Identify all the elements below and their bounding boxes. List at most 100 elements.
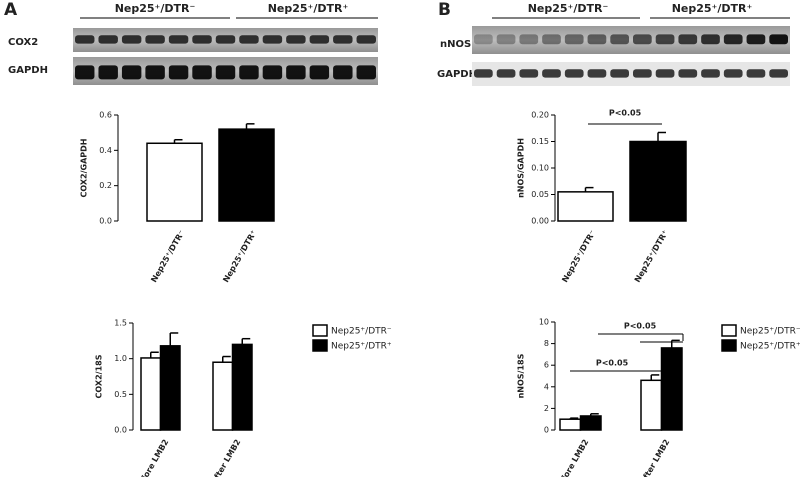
- x-tick-label: After LMB2: [638, 438, 671, 477]
- blot-band: [564, 69, 584, 78]
- blot-band: [496, 34, 516, 45]
- blot-label: COX2: [8, 37, 38, 48]
- panel-letter: A: [4, 0, 18, 20]
- bar: [159, 345, 181, 431]
- blot-band: [564, 34, 584, 45]
- y-axis-label: nNOS/18S: [517, 353, 526, 398]
- blot-band: [356, 65, 376, 80]
- blot-band: [215, 35, 236, 44]
- group-header: Nep25⁺/DTR⁺: [672, 2, 753, 15]
- blot-band: [356, 35, 376, 44]
- y-tick-label: 0.4: [99, 146, 112, 155]
- bar: [559, 418, 582, 431]
- bar: [231, 343, 253, 431]
- bar: [140, 357, 162, 431]
- y-tick-label: 0: [544, 426, 549, 435]
- bar: [629, 140, 687, 222]
- blot-band: [542, 69, 561, 78]
- y-axis-label: COX2/18S: [95, 354, 104, 398]
- blot-band: [519, 69, 539, 78]
- legend-label: Nep25⁺/DTR⁻: [740, 327, 800, 337]
- panel-letter: B: [438, 0, 451, 20]
- annotation: P<0.05: [596, 359, 629, 368]
- y-tick-label: 0.2: [99, 181, 112, 190]
- blot-band: [286, 35, 306, 44]
- blot-band: [145, 65, 165, 80]
- blot-label: GAPDH: [8, 65, 48, 76]
- blot-band: [333, 35, 353, 44]
- blot-band: [239, 65, 259, 80]
- y-tick-label: 10: [539, 318, 549, 327]
- blot-label: GAPDH: [437, 69, 477, 80]
- blot-band: [98, 35, 118, 44]
- legend-swatch: [721, 339, 737, 352]
- bar: [557, 191, 614, 222]
- group-header: Nep25⁺/DTR⁻: [115, 2, 196, 15]
- legend-label: Nep25⁺/DTR⁻: [331, 327, 392, 337]
- blot-band: [474, 34, 493, 45]
- y-tick-label: 0.00: [531, 217, 549, 226]
- x-tick-label: Nep25⁺/DTR⁺: [221, 229, 258, 284]
- blot-band: [239, 35, 259, 44]
- legend-label: Nep25⁺/DTR⁺: [331, 342, 392, 352]
- blot-band: [333, 65, 353, 80]
- blot-band: [145, 35, 165, 44]
- blot-band: [474, 69, 493, 78]
- blot-band: [678, 34, 698, 45]
- legend-swatch: [312, 324, 328, 337]
- blot-band: [309, 65, 330, 80]
- x-tick-label: Nep25⁺/DTR⁻: [560, 229, 597, 284]
- blot-band: [678, 69, 698, 78]
- blot-band: [723, 69, 743, 78]
- blot-band: [587, 69, 607, 78]
- y-tick-label: 4: [544, 382, 549, 391]
- blot-band: [309, 35, 330, 44]
- blot-band: [121, 35, 142, 44]
- blot-images: [73, 26, 790, 86]
- y-tick-label: 0.5: [114, 390, 127, 399]
- y-tick-label: 0.05: [531, 190, 549, 199]
- blot-band: [723, 34, 743, 45]
- blot-band: [98, 65, 118, 80]
- blot-band: [655, 69, 675, 78]
- blot-band: [192, 65, 212, 80]
- y-tick-label: 0.0: [99, 217, 112, 226]
- blot-band: [75, 35, 95, 44]
- x-tick-label: Before LMB2: [134, 438, 170, 477]
- y-tick-label: 0.6: [99, 111, 112, 120]
- blot-band: [542, 34, 561, 45]
- y-tick-label: 0.0: [114, 426, 127, 435]
- blot-band: [769, 69, 788, 78]
- annotation: P<0.05: [624, 322, 657, 331]
- blot-band: [75, 65, 95, 80]
- blot-band: [701, 34, 720, 45]
- blot-band: [746, 69, 766, 78]
- blot-band: [655, 34, 675, 45]
- blot-band: [286, 65, 306, 80]
- blot-band: [496, 69, 516, 78]
- bar: [579, 415, 602, 431]
- y-tick-label: 8: [544, 339, 549, 348]
- bar: [146, 142, 203, 222]
- blot-band: [610, 69, 629, 78]
- x-tick-label: Nep25⁺/DTR⁻: [149, 229, 186, 284]
- legend-swatch: [721, 324, 737, 337]
- bar: [640, 379, 663, 431]
- bar: [218, 128, 275, 222]
- blot-band: [610, 34, 629, 45]
- y-axis-label: nNOS/GAPDH: [517, 138, 526, 198]
- blot-band: [519, 34, 539, 45]
- y-tick-label: 1.0: [114, 354, 127, 363]
- group-header: Nep25⁺/DTR⁺: [268, 2, 349, 15]
- legend-label: Nep25⁺/DTR⁺: [740, 342, 800, 352]
- y-tick-label: 0.10: [531, 164, 549, 173]
- bar: [660, 347, 683, 431]
- x-tick-label: After LMB2: [209, 438, 242, 477]
- blot-band: [587, 34, 607, 45]
- x-tick-label: Nep25⁺/DTR⁺: [633, 229, 670, 284]
- blot-band: [168, 65, 189, 80]
- blot-band: [121, 65, 142, 80]
- annotation: P<0.05: [609, 109, 642, 118]
- blot-label: nNOS: [440, 39, 471, 50]
